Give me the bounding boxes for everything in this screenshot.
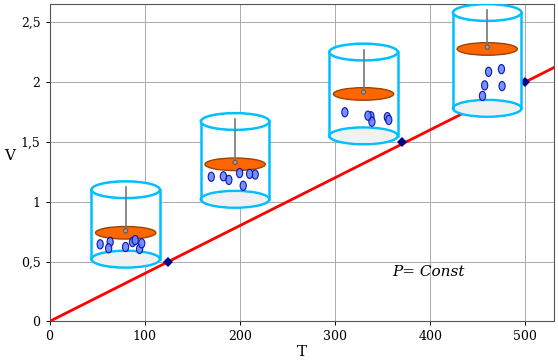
Ellipse shape	[240, 181, 246, 190]
Ellipse shape	[456, 101, 519, 115]
Ellipse shape	[485, 45, 489, 49]
Ellipse shape	[252, 170, 258, 179]
Bar	[453, 13, 522, 108]
Ellipse shape	[457, 43, 517, 55]
Ellipse shape	[384, 113, 391, 122]
Ellipse shape	[97, 240, 103, 249]
Ellipse shape	[226, 175, 232, 184]
Ellipse shape	[485, 67, 492, 77]
Ellipse shape	[237, 168, 243, 178]
Bar	[92, 190, 160, 259]
X-axis label: T: T	[297, 345, 307, 359]
Y-axis label: V: V	[4, 149, 15, 163]
Ellipse shape	[129, 237, 136, 247]
Ellipse shape	[453, 4, 522, 21]
Ellipse shape	[329, 127, 398, 144]
Ellipse shape	[453, 4, 522, 21]
Ellipse shape	[201, 113, 270, 130]
Ellipse shape	[220, 172, 227, 181]
Ellipse shape	[124, 229, 128, 233]
Bar	[329, 52, 398, 136]
Ellipse shape	[369, 117, 375, 126]
Bar	[201, 122, 270, 199]
Ellipse shape	[95, 227, 156, 239]
Ellipse shape	[332, 129, 395, 143]
Ellipse shape	[329, 44, 398, 60]
Ellipse shape	[94, 252, 157, 266]
Ellipse shape	[138, 239, 145, 248]
Ellipse shape	[105, 244, 112, 253]
Ellipse shape	[365, 111, 371, 120]
Ellipse shape	[329, 44, 398, 60]
Ellipse shape	[341, 107, 348, 117]
Ellipse shape	[247, 169, 253, 179]
Ellipse shape	[386, 115, 392, 125]
Ellipse shape	[201, 191, 270, 208]
Ellipse shape	[453, 100, 522, 117]
Ellipse shape	[92, 182, 160, 198]
Ellipse shape	[204, 192, 267, 207]
Ellipse shape	[137, 244, 143, 253]
Ellipse shape	[333, 88, 394, 100]
Ellipse shape	[368, 112, 374, 121]
Ellipse shape	[92, 251, 160, 268]
Ellipse shape	[479, 91, 485, 101]
Ellipse shape	[233, 160, 237, 164]
Ellipse shape	[208, 172, 214, 182]
Ellipse shape	[107, 237, 113, 246]
Ellipse shape	[92, 182, 160, 198]
Ellipse shape	[132, 236, 138, 245]
Ellipse shape	[499, 81, 505, 91]
Ellipse shape	[362, 90, 365, 94]
Ellipse shape	[205, 158, 265, 171]
Ellipse shape	[201, 113, 270, 130]
Ellipse shape	[123, 242, 129, 252]
Ellipse shape	[498, 65, 504, 74]
Text: P= Const: P= Const	[392, 265, 465, 279]
Ellipse shape	[482, 81, 488, 90]
